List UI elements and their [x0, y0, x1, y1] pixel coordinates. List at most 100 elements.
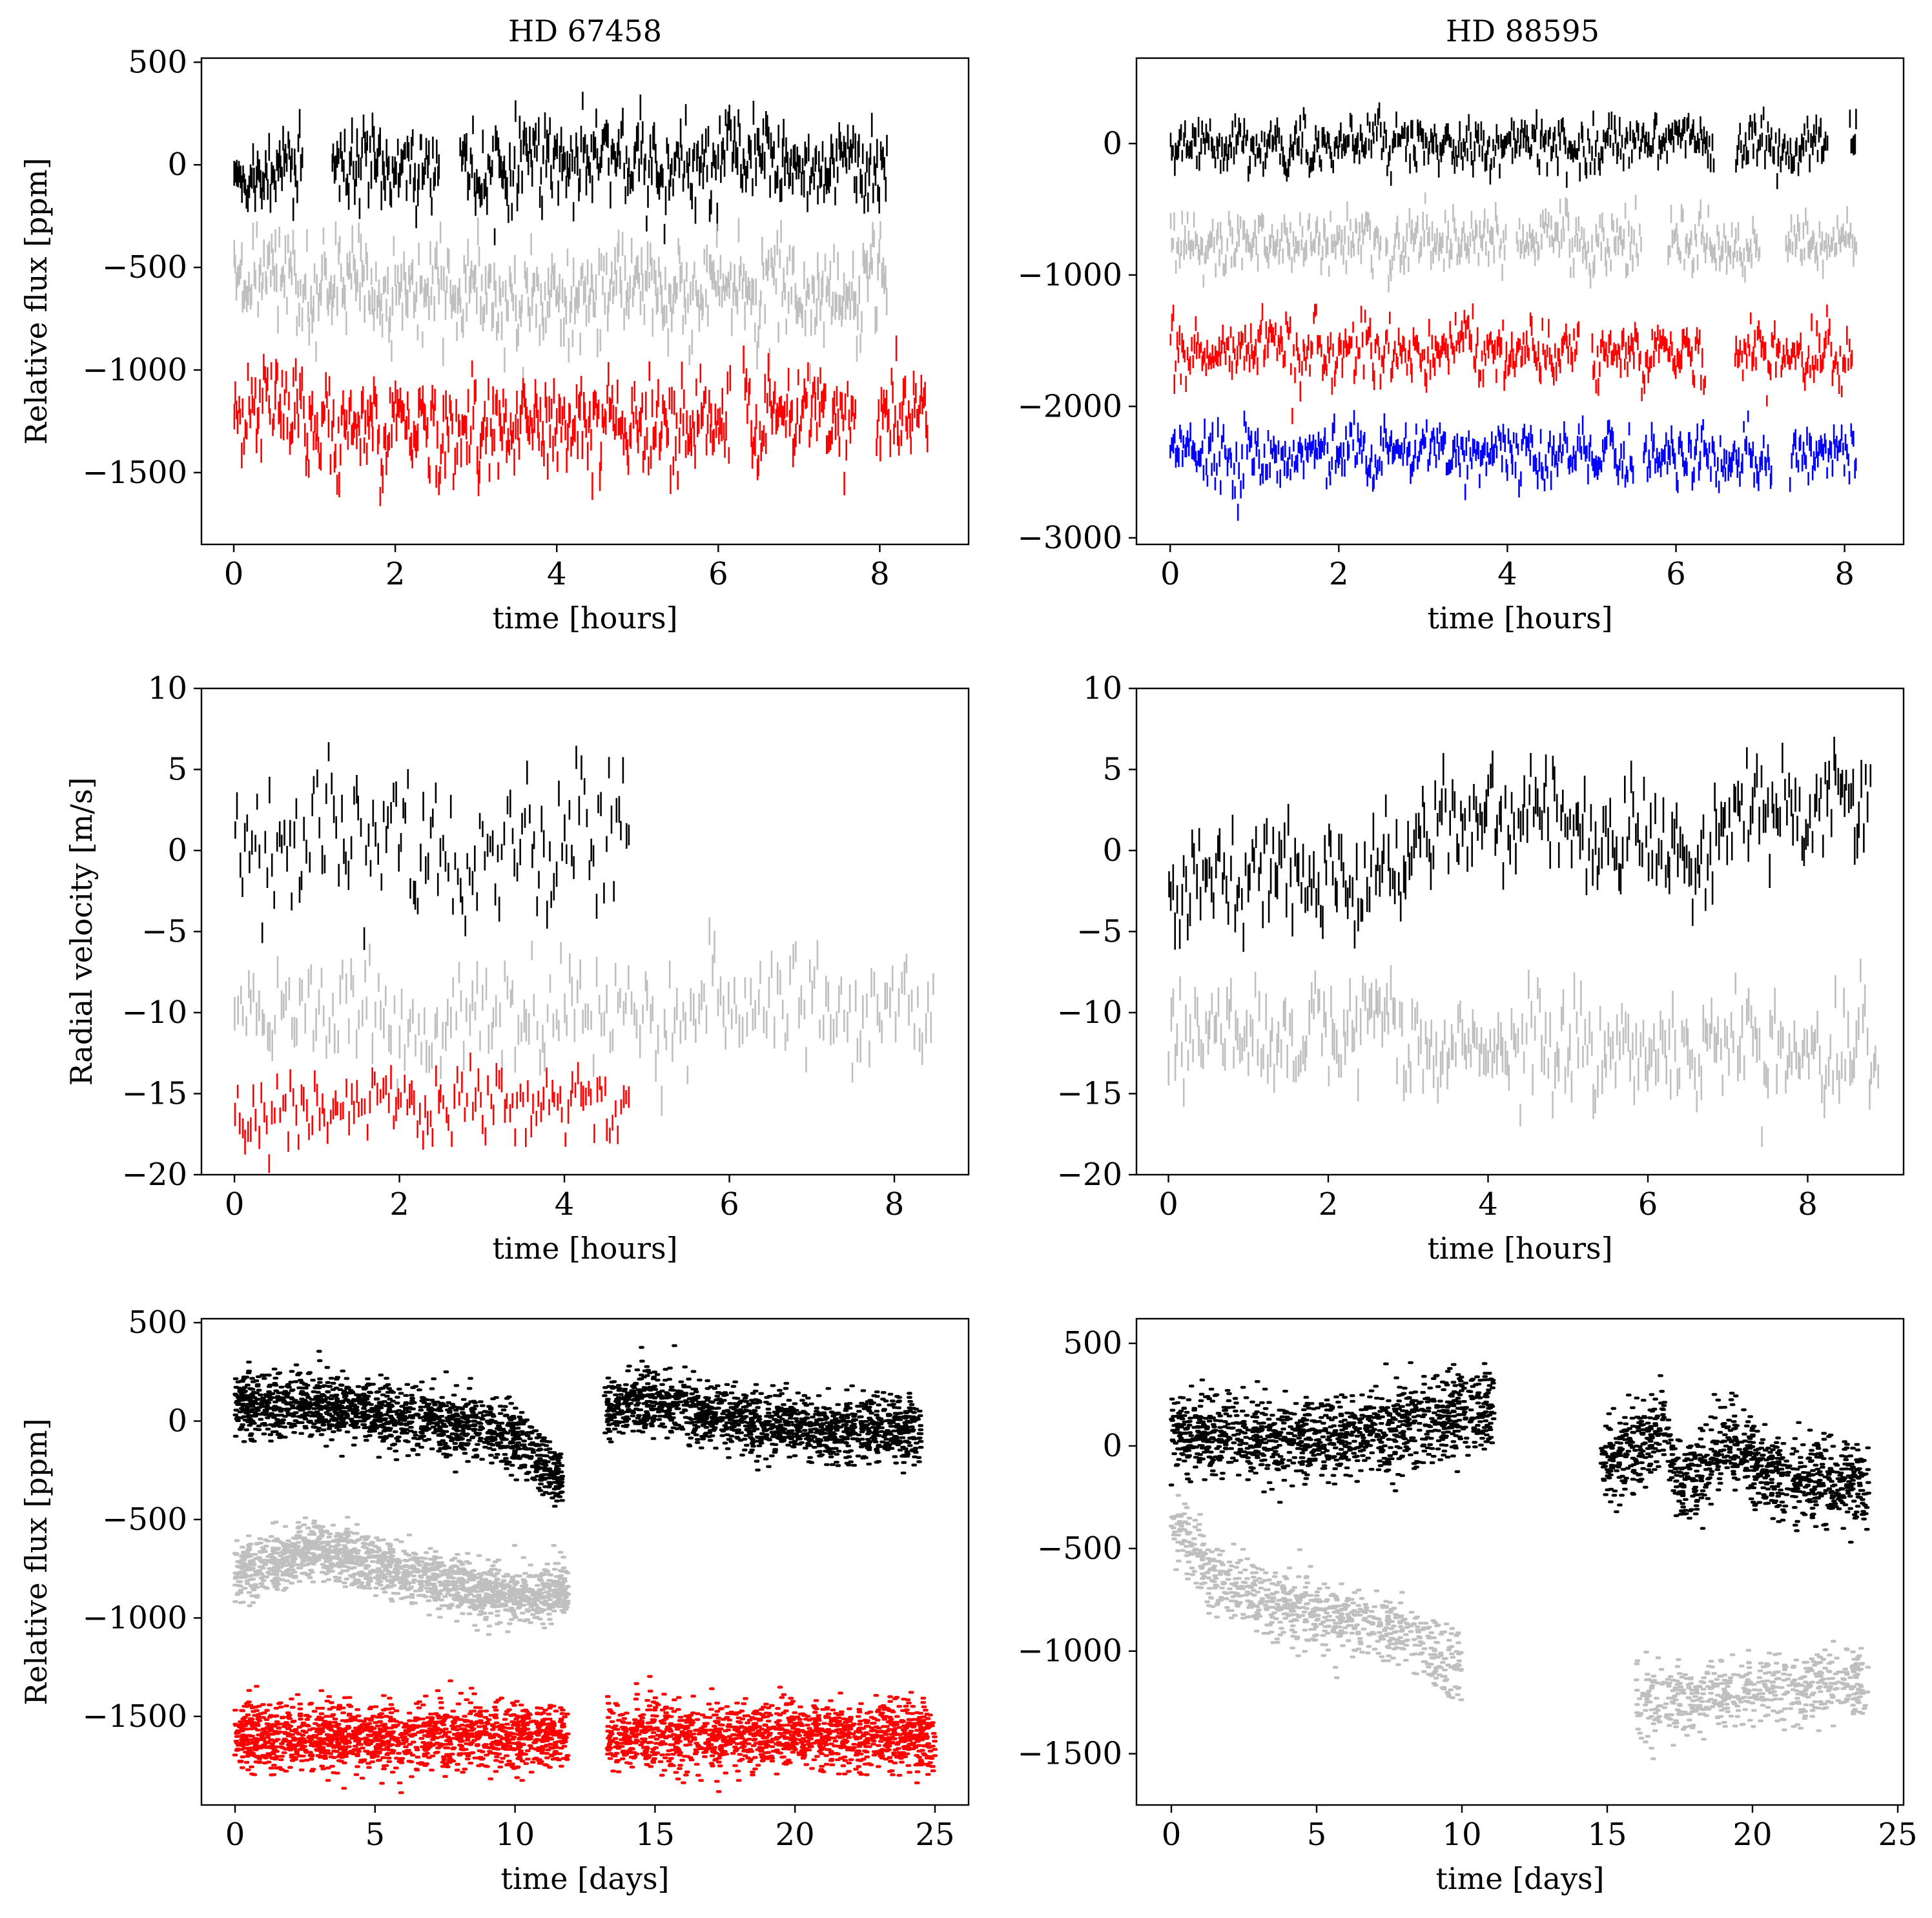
x-tick-label-p10: 4 — [555, 1186, 575, 1222]
x-tick-label-p21: 25 — [1878, 1817, 1917, 1853]
series-p00-0 — [233, 92, 888, 245]
x-tick-label-p21: 10 — [1442, 1817, 1481, 1853]
plot-area-p20 — [232, 1344, 938, 1795]
x-tick-label-p21: 5 — [1307, 1817, 1327, 1853]
series-p21-0 — [1168, 1361, 1871, 1544]
axes-frame-p01 — [1135, 57, 1905, 546]
points-p21-0 — [1168, 1361, 1871, 1544]
x-tick-label-p21: 15 — [1587, 1817, 1627, 1853]
chart-p20: 0 5 10 15 20 25 500 0 −500 −1000 −1500 time [days] R… — [19, 1304, 970, 1896]
y-tick-label-p01: −3000 — [1018, 520, 1122, 556]
errorbars-p01-3 — [1169, 410, 1857, 521]
series-p01-0 — [1169, 102, 1857, 189]
plot-area-p00 — [233, 92, 929, 506]
y-tick-label-p10: −5 — [141, 914, 187, 950]
chart-p10: 0 2 4 6 8 10 5 0 −5 −10 −15 −20 time [hours] Radial v… — [64, 670, 970, 1266]
y-tick-label-p10: 0 — [167, 832, 187, 869]
series-p10-2 — [234, 1053, 630, 1173]
x-tick-label-p21: 0 — [1162, 1817, 1182, 1853]
y-tick-label-p11: −20 — [1057, 1157, 1122, 1193]
axes-frame-p20 — [200, 1317, 970, 1806]
y-axis-label-p00: Relative flux [ppm] — [19, 158, 54, 444]
series-p10-0 — [234, 742, 630, 950]
panel-title-right: HD 88595 — [1446, 14, 1599, 48]
y-axis-label-p10: Radial velocity [m/s] — [64, 778, 99, 1086]
plot-area-p10 — [234, 742, 934, 1173]
x-tick-label-p20: 25 — [915, 1817, 954, 1853]
y-tick-label-p11: 10 — [1083, 670, 1122, 706]
series-p01-2 — [1169, 303, 1853, 424]
y-tick-label-p01: −1000 — [1018, 257, 1122, 293]
x-tick-label-p01: 6 — [1666, 556, 1686, 592]
series-p01-1 — [1169, 192, 1857, 293]
errorbars-p11-0 — [1168, 736, 1872, 952]
x-axis-label-p11: time [hours] — [1427, 1231, 1612, 1266]
series-p20-0 — [232, 1344, 924, 1508]
y-tick-label-p21: −500 — [1037, 1531, 1122, 1567]
x-axis-label-p01: time [hours] — [1427, 601, 1612, 635]
x-tick-label-p00: 2 — [385, 556, 406, 592]
y-tick-label-p00: −1500 — [83, 455, 187, 491]
y-tick-label-p20: 500 — [128, 1304, 187, 1341]
x-tick-label-p20: 5 — [365, 1817, 385, 1853]
series-p00-2 — [233, 335, 929, 506]
series-p11-1 — [1167, 958, 1879, 1148]
axes-frame-p00 — [200, 57, 970, 546]
series-p00-1 — [233, 218, 888, 394]
y-tick-label-p00: −500 — [102, 249, 187, 285]
chart-p01: 0 2 4 6 8 0 −1000 −2000 −3000 time [hours] — [1018, 57, 1905, 635]
errorbars-p10-2 — [234, 1053, 630, 1173]
y-tick-label-p20: 0 — [167, 1403, 187, 1439]
y-axis-label-p20: Relative flux [ppm] — [19, 1418, 54, 1705]
x-tick-label-p20: 15 — [635, 1817, 675, 1853]
series-p20-1 — [232, 1516, 571, 1636]
errorbars-p10-0 — [234, 742, 630, 950]
errorbars-p00-1 — [233, 218, 888, 394]
series-p11-0 — [1168, 736, 1872, 952]
y-tick-label-p11: −10 — [1057, 995, 1122, 1031]
y-tick-label-p00: −1000 — [83, 352, 187, 388]
points-p21-1 — [1168, 1494, 1871, 1760]
y-tick-label-p10: 5 — [167, 752, 187, 788]
points-p20-1 — [232, 1516, 571, 1636]
x-axis-label-p20: time [days] — [500, 1861, 669, 1896]
x-tick-label-p10: 2 — [389, 1186, 409, 1222]
plot-area-p21 — [1168, 1361, 1871, 1760]
points-p20-0 — [232, 1344, 924, 1508]
y-tick-label-p11: 0 — [1102, 832, 1122, 869]
y-tick-label-p10: 10 — [148, 670, 187, 706]
chart-p00: 0 2 4 6 8 500 0 −500 −1000 −1500 time [hours] Relat… — [19, 44, 970, 635]
chart-p21: 0 5 10 15 20 25 500 0 −500 −1000 −1500 time [days] — [1018, 1317, 1918, 1896]
x-tick-label-p00: 0 — [224, 556, 244, 592]
y-tick-label-p21: 0 — [1102, 1428, 1122, 1464]
y-tick-label-p21: 500 — [1063, 1325, 1122, 1361]
x-tick-label-p01: 2 — [1329, 556, 1349, 592]
y-tick-label-p20: −1000 — [83, 1600, 187, 1636]
x-tick-label-p10: 6 — [719, 1186, 739, 1222]
x-tick-label-p10: 0 — [225, 1186, 245, 1222]
y-tick-label-p11: 5 — [1102, 752, 1122, 788]
x-tick-label-p11: 0 — [1158, 1186, 1178, 1222]
x-tick-label-p00: 6 — [708, 556, 728, 592]
x-tick-label-p11: 2 — [1319, 1186, 1339, 1222]
x-tick-label-p01: 0 — [1160, 556, 1180, 592]
x-tick-label-p00: 4 — [547, 556, 567, 592]
chart-p11: 0 2 4 6 8 10 5 0 −5 −10 −15 −20 time [hours] — [1057, 670, 1905, 1266]
x-tick-label-p21: 20 — [1732, 1817, 1772, 1853]
x-tick-label-p01: 4 — [1497, 556, 1517, 592]
x-tick-label-p11: 8 — [1798, 1186, 1818, 1222]
series-p10-1 — [234, 917, 934, 1116]
panel-title-left: HD 67458 — [508, 14, 662, 48]
y-tick-label-p20: −500 — [102, 1501, 187, 1538]
x-tick-label-p00: 8 — [870, 556, 890, 592]
errorbars-p01-0 — [1169, 102, 1857, 189]
y-tick-label-p10: −15 — [122, 1076, 187, 1112]
x-axis-label-p00: time [hours] — [492, 601, 677, 635]
series-p01-3 — [1169, 410, 1857, 521]
y-tick-label-p01: 0 — [1102, 125, 1122, 161]
errorbars-p01-2 — [1169, 303, 1853, 424]
y-tick-label-p21: −1000 — [1018, 1633, 1122, 1669]
